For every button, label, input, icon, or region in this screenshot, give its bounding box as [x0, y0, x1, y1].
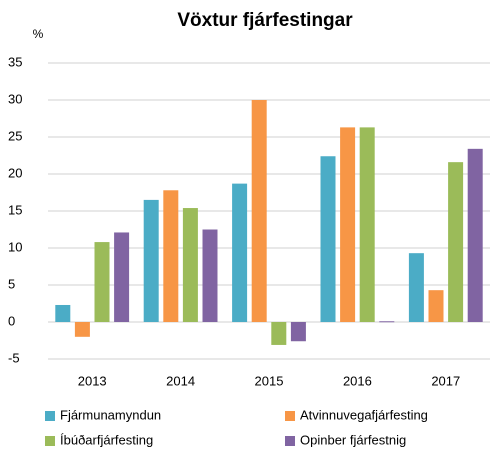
bar	[379, 321, 395, 323]
bar	[114, 232, 130, 322]
legend-swatch	[285, 411, 295, 421]
chart-title: Vöxtur fjárfestingar	[177, 10, 353, 31]
y-tick-label: 5	[8, 276, 15, 291]
bar	[428, 290, 444, 322]
bar	[271, 322, 287, 345]
bar	[74, 322, 90, 337]
bar	[163, 190, 179, 322]
y-tick-label: 15	[8, 202, 22, 217]
bar	[55, 304, 71, 322]
y-tick-label: 35	[8, 54, 22, 69]
x-tick-label: 2013	[78, 373, 107, 388]
x-tick-label: 2016	[343, 373, 372, 388]
bar	[448, 162, 464, 322]
bar	[182, 208, 198, 322]
x-tick-label: 2017	[431, 373, 460, 388]
legend-label: Fjármunamyndun	[60, 407, 161, 422]
y-tick-label: 20	[8, 165, 22, 180]
legend-swatch	[45, 436, 55, 446]
bar	[232, 183, 248, 322]
legend-swatch	[45, 411, 55, 421]
y-axis-label: %	[33, 27, 44, 41]
bar	[143, 199, 159, 322]
bar	[202, 229, 218, 322]
bar	[467, 148, 483, 322]
y-tick-label: -5	[8, 350, 20, 365]
bar	[290, 322, 306, 342]
bar	[94, 242, 110, 322]
legend-label: Atvinnuvegafjárfesting	[300, 407, 428, 422]
y-tick-label: 10	[8, 239, 22, 254]
bar	[359, 127, 375, 322]
x-tick-label: 2014	[166, 373, 195, 388]
legend-label: Opinber fjárfestnig	[300, 432, 406, 447]
bar	[408, 253, 424, 322]
y-tick-label: 0	[8, 313, 15, 328]
y-tick-label: 30	[8, 91, 22, 106]
bar	[251, 100, 267, 322]
y-tick-label: 25	[8, 128, 22, 143]
bar	[340, 127, 356, 322]
legend-swatch	[285, 436, 295, 446]
bar	[320, 156, 336, 322]
x-tick-label: 2015	[255, 373, 284, 388]
legend-label: Íbúðarfjárfesting	[60, 432, 153, 447]
